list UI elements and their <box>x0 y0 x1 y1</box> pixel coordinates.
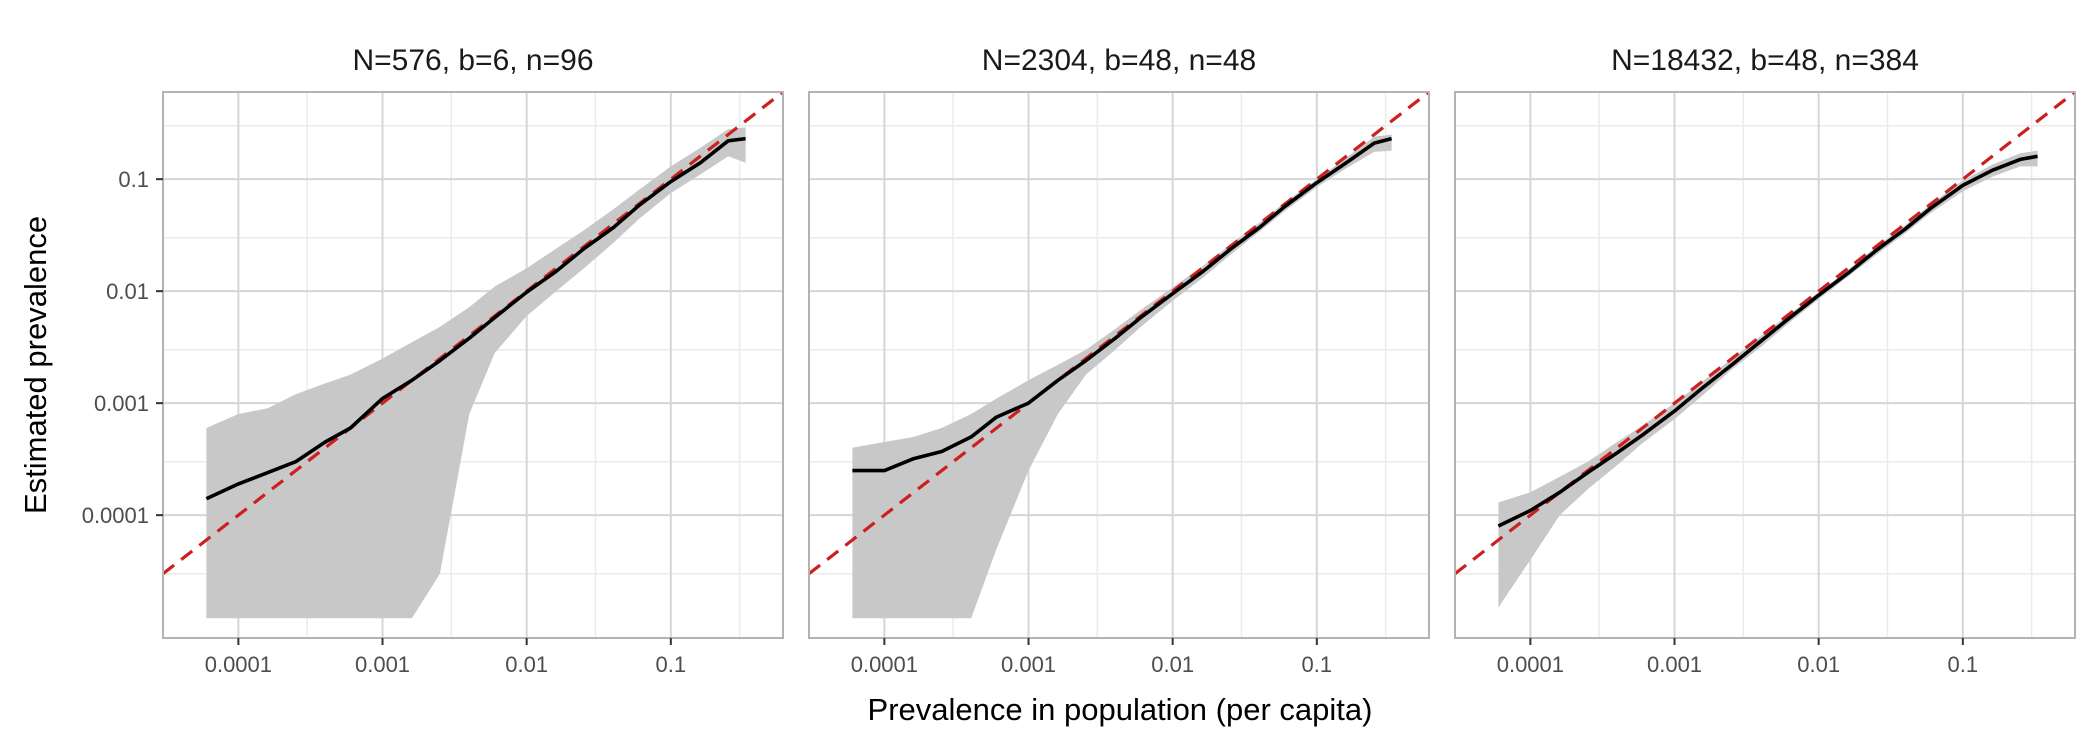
panel-plot-area <box>163 92 783 619</box>
panel-title: N=2304, b=48, n=48 <box>982 44 1256 77</box>
x-tick-label: 0.0001 <box>1497 652 1564 677</box>
y-axis-title: Estimated prevalence <box>18 216 53 514</box>
panel-1: N=576, b=6, n=96 0.0001 0.001 0.01 0.1 0.0001… <box>82 44 784 677</box>
panels: N=576, b=6, n=96 0.0001 0.001 0.01 0.1 0.0001… <box>82 44 2076 677</box>
y-tick-label: 0.001 <box>94 391 149 416</box>
x-tick-label: 0.01 <box>1797 652 1840 677</box>
x-tick-label: 0.01 <box>1151 652 1194 677</box>
x-tick-label: 0.001 <box>1001 652 1056 677</box>
confidence-ribbon <box>852 134 1392 619</box>
panel-title: N=18432, b=48, n=384 <box>1611 44 1919 77</box>
x-tick-label: 0.0001 <box>205 652 272 677</box>
x-tick-label: 0.1 <box>656 652 687 677</box>
x-axis-title: Prevalence in population (per capita) <box>868 692 1373 727</box>
panel-plot-area <box>809 92 1429 619</box>
panel-title: N=576, b=6, n=96 <box>352 44 593 77</box>
panel-border <box>162 91 784 639</box>
panel-2: N=2304, b=48, n=48 0.0001 0.001 0.01 0.1 <box>808 44 1430 677</box>
x-tick-label: 0.001 <box>355 652 410 677</box>
y-tick-label: 0.0001 <box>82 503 149 528</box>
identity-reference-line <box>1455 92 2075 575</box>
identity-reference-line <box>809 92 1429 575</box>
x-tick-label: 0.001 <box>1647 652 1702 677</box>
confidence-ribbon <box>206 127 746 619</box>
y-tick-label: 0.01 <box>106 279 149 304</box>
x-tick-label: 0.1 <box>1302 652 1333 677</box>
x-tick-label: 0.01 <box>505 652 548 677</box>
panel-3: N=18432, b=48, n=384 0.0001 0.001 0.01 0.1 <box>1454 44 2076 677</box>
estimate-line <box>1497 154 2038 528</box>
estimate-line <box>852 136 1393 473</box>
x-tick-label: 0.0001 <box>851 652 918 677</box>
x-tick-label: 0.1 <box>1948 652 1979 677</box>
panel-plot-area <box>1455 92 2075 608</box>
estimate-line <box>205 136 746 501</box>
identity-reference-line <box>163 92 783 575</box>
panel-border <box>1454 91 2076 639</box>
y-tick-label: 0.1 <box>118 167 149 192</box>
panel-border <box>808 91 1430 639</box>
